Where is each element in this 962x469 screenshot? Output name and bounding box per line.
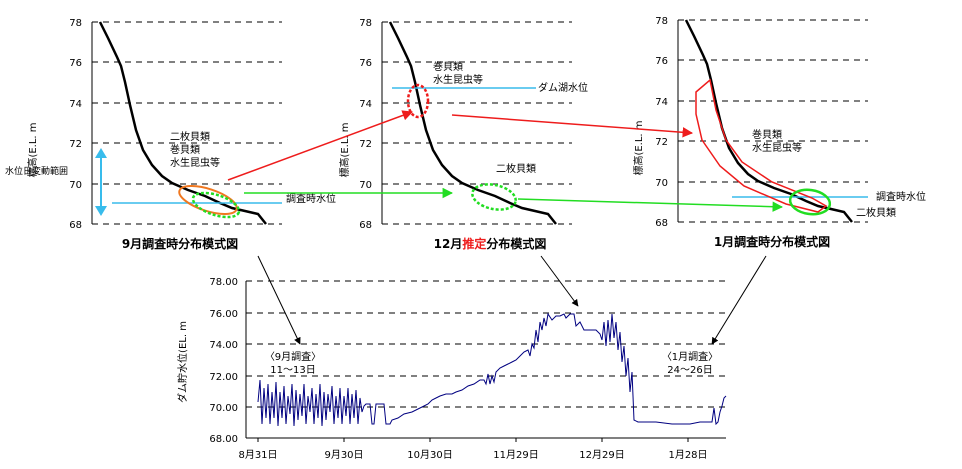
middle-tick-70: 70 — [359, 180, 372, 191]
right-tick-68: 68 — [655, 218, 668, 229]
ts-ytick-72: 72.00 — [209, 372, 238, 383]
ts-xtick-aug31: 8月31日 — [238, 449, 277, 461]
panel-january: 78 76 74 72 70 68 標高(E.L. m 調査時水位 巻貝類 水生… — [632, 16, 926, 249]
ts-xtick-nov29: 11月29日 — [493, 449, 538, 461]
middle-label-bivalve: 二枚貝類 — [496, 162, 536, 175]
right-green-ellipse — [788, 188, 832, 216]
ts-grid — [246, 280, 726, 408]
ts-y-label: ダム貯水位(EL. m — [176, 321, 189, 403]
right-water-label: 調査時水位 — [876, 190, 926, 203]
left-label-bivalve: 二枚貝類 — [170, 130, 210, 143]
left-tick-78: 78 — [69, 18, 82, 29]
left-green-ellipse — [191, 191, 241, 219]
right-red-outline — [695, 78, 828, 213]
right-y-label: 標高(E.L. m — [632, 120, 645, 175]
right-label-snail: 巻貝類 — [752, 129, 782, 141]
left-tick-68: 68 — [69, 220, 82, 231]
ts-annot-sep-days: 11～13日 — [270, 365, 315, 376]
left-label-insect: 水生昆虫等 — [170, 156, 220, 169]
left-caption: 9月調査時分布模式図 — [122, 236, 238, 251]
ts-ytick-74: 74.00 — [209, 340, 238, 351]
red-arrow-dec-to-jan — [451, 114, 694, 138]
ts-xtick-oct30: 10月30日 — [407, 449, 452, 461]
right-tick-78: 78 — [655, 16, 668, 27]
red-arrow-sep-to-dec — [227, 110, 413, 181]
left-tick-70: 70 — [69, 180, 82, 191]
right-tick-74: 74 — [655, 97, 668, 108]
middle-bank-profile — [388, 21, 557, 225]
ts-ytick-78: 78.00 — [209, 277, 238, 288]
right-caption: 1月調査時分布模式図 — [714, 234, 830, 249]
left-grid — [92, 21, 282, 225]
right-grid — [678, 19, 868, 223]
ts-xtick-dec29: 12月29日 — [579, 449, 624, 461]
middle-label-insect: 水生昆虫等 — [433, 73, 483, 86]
ts-xtick-jan28: 1月28日 — [668, 449, 707, 461]
black-arrow-jan — [711, 255, 767, 345]
reservoir-level-chart: 78.00 76.00 74.00 72.00 70.00 68.00 8月31… — [176, 277, 727, 461]
panel-december: 78 76 74 72 70 68 標高(E.L. m ダム湖水位 巻貝類 水生… — [338, 18, 588, 251]
middle-caption: 12月推定分布模式図 — [434, 236, 547, 251]
left-tick-74: 74 — [69, 99, 82, 110]
black-arrow-sep — [257, 255, 301, 345]
right-tick-72: 72 — [655, 137, 668, 148]
left-tick-72: 72 — [69, 139, 82, 150]
ts-ytick-70: 70.00 — [209, 403, 238, 414]
right-tick-70: 70 — [655, 178, 668, 189]
middle-tick-74: 74 — [359, 99, 372, 110]
middle-grid — [382, 21, 572, 225]
middle-tick-68: 68 — [359, 220, 372, 231]
left-y-label: 標高(E.L. m — [26, 122, 39, 177]
ts-annot-sep-title: 〈9月調査〉 — [265, 350, 321, 363]
middle-label-snail: 巻貝類 — [433, 61, 463, 73]
right-bank-profile — [684, 19, 853, 223]
middle-tick-76: 76 — [359, 58, 372, 69]
middle-water-label: ダム湖水位 — [538, 81, 588, 94]
left-tick-76: 76 — [69, 58, 82, 69]
left-bank-profile — [98, 21, 267, 225]
left-label-snail: 巻貝類 — [170, 144, 200, 156]
middle-red-ellipse — [406, 83, 430, 119]
middle-tick-78: 78 — [359, 18, 372, 29]
ts-annot-jan-days: 24～26日 — [667, 365, 712, 376]
ts-water-level-line — [257, 312, 727, 427]
right-label-bivalve: 二枚貝類 — [856, 206, 896, 219]
ts-xtick-sep30: 9月30日 — [324, 449, 363, 461]
middle-tick-72: 72 — [359, 139, 372, 150]
left-water-label: 調査時水位 — [286, 192, 336, 205]
middle-y-label: 標高(E.L. m — [338, 122, 351, 177]
ts-ytick-68: 68.00 — [209, 434, 238, 445]
left-range-label: 水位日変動範囲 — [5, 165, 68, 177]
transition-arrows — [227, 110, 784, 345]
ts-ytick-76: 76.00 — [209, 309, 238, 320]
ts-annot-jan-title: 〈1月調査〉 — [662, 350, 718, 363]
panel-september: 78 76 74 72 70 68 標高(E.L. m 調査時水位 水位日変動範… — [5, 18, 336, 251]
middle-green-ellipse — [471, 183, 517, 211]
green-arrow-dec-to-jan — [517, 198, 784, 212]
right-tick-76: 76 — [655, 56, 668, 67]
right-label-insect: 水生昆虫等 — [752, 141, 802, 154]
